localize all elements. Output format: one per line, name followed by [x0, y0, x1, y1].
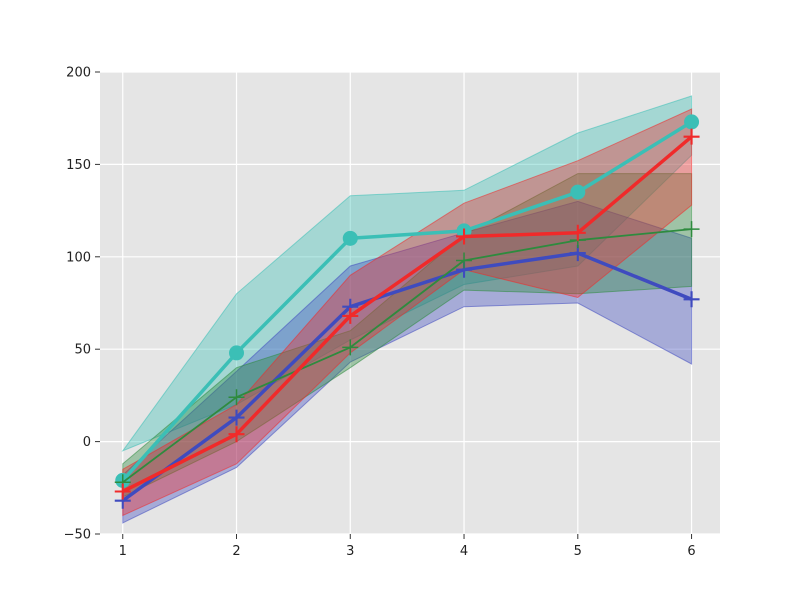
series-4-point: [683, 128, 700, 145]
series-4-point: [342, 307, 359, 324]
confidence-bands: [121, 95, 693, 524]
axes: −50 0 50 100 150 200 1 2 3 4 5 6: [64, 66, 696, 560]
series-3-point: [228, 389, 245, 406]
series-2-point: [228, 409, 245, 426]
x-tick-label: 3: [346, 544, 354, 559]
series-4-point: [228, 426, 245, 443]
series-1-point: [570, 184, 586, 200]
series-3-point: [342, 339, 359, 356]
series-1-line: [121, 120, 693, 482]
x-tick-label: 1: [119, 544, 127, 559]
series-lines: [114, 114, 700, 509]
series-1-point: [342, 230, 358, 246]
series-1-point: [684, 114, 700, 130]
series-2-band: [122, 200, 693, 524]
x-tick-label: 2: [232, 544, 240, 559]
series-4-line: [122, 135, 693, 494]
series-2-point: [683, 291, 700, 308]
x-tick-label: 4: [460, 544, 468, 559]
y-tick-label: 150: [66, 158, 91, 173]
series-3-point: [456, 252, 473, 269]
y-tick-label: 100: [66, 250, 91, 265]
y-tick-label: 0: [83, 435, 91, 450]
y-tick-label: 50: [74, 343, 91, 358]
series-4-point: [569, 224, 586, 241]
x-tick-label: 5: [574, 544, 582, 559]
series-4-band: [122, 108, 693, 517]
series-4-point: [114, 483, 131, 500]
series-1-point: [229, 345, 245, 361]
x-tick-label: 6: [687, 544, 695, 559]
series-3-point: [683, 221, 700, 238]
series-4-point: [456, 228, 473, 245]
plot-background: [100, 72, 720, 534]
y-tick-label: 200: [66, 66, 91, 81]
series-2-line: [121, 251, 693, 503]
series-3-line: [122, 228, 692, 484]
y-tick-label: −50: [64, 528, 91, 543]
